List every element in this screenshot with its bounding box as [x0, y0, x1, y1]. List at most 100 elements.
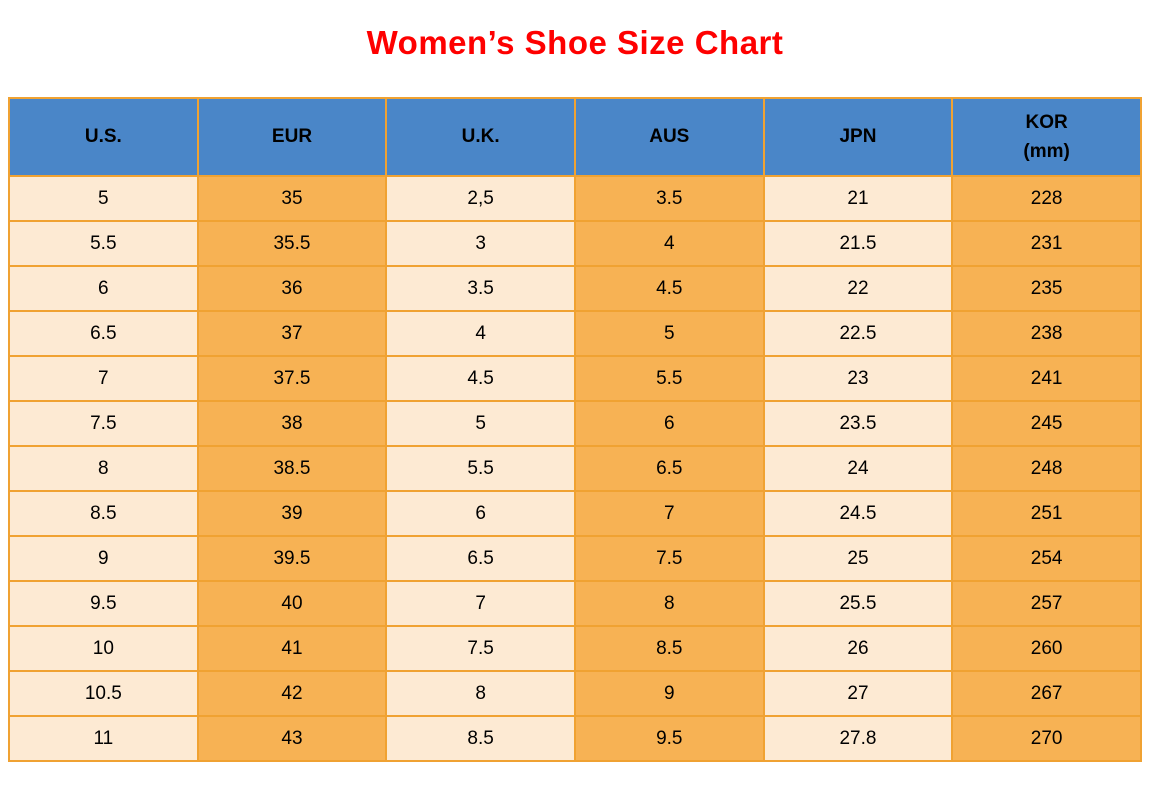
cell: 8.5	[8, 490, 199, 537]
shoe-size-table: U.S. EUR U.K. AUS JPN KOR (mm) 5 35 2,5 3.5 21 228…	[8, 97, 1142, 762]
cell: 2,5	[385, 175, 576, 222]
cell: 7	[385, 580, 576, 627]
cell: 35.5	[196, 220, 388, 267]
column-header-kor: KOR (mm)	[951, 97, 1142, 177]
cell: 8.5	[573, 625, 765, 672]
table-row: 6.5 37 4 5 22.5 238	[8, 310, 1142, 357]
table-row: 9.5 40 7 8 25.5 257	[8, 580, 1142, 627]
cell: 38.5	[196, 445, 388, 492]
cell: 43	[196, 715, 388, 762]
header-row: U.S. EUR U.K. AUS JPN KOR (mm)	[8, 97, 1142, 177]
table-row: 5.5 35.5 3 4 21.5 231	[8, 220, 1142, 267]
cell: 235	[951, 265, 1142, 312]
cell: 260	[951, 625, 1142, 672]
cell: 6.5	[385, 535, 576, 582]
cell: 10	[8, 625, 199, 672]
cell: 7	[8, 355, 199, 402]
cell: 8	[8, 445, 199, 492]
cell: 27.8	[762, 715, 954, 762]
cell: 270	[951, 715, 1142, 762]
cell: 251	[951, 490, 1142, 537]
table-row: 11 43 8.5 9.5 27.8 270	[8, 715, 1142, 762]
cell: 4	[573, 220, 765, 267]
cell: 4.5	[573, 265, 765, 312]
table-row: 10.5 42 8 9 27 267	[8, 670, 1142, 717]
column-header-uk: U.K.	[385, 97, 576, 177]
table-row: 8.5 39 6 7 24.5 251	[8, 490, 1142, 537]
cell: 5.5	[8, 220, 199, 267]
cell: 8.5	[385, 715, 576, 762]
cell: 4	[385, 310, 576, 357]
cell: 9.5	[8, 580, 199, 627]
cell: 39	[196, 490, 388, 537]
cell: 38	[196, 400, 388, 447]
cell: 257	[951, 580, 1142, 627]
cell: 3	[385, 220, 576, 267]
table-row: 8 38.5 5.5 6.5 24 248	[8, 445, 1142, 492]
page-title: Women’s Shoe Size Chart	[366, 24, 784, 61]
cell: 24.5	[762, 490, 954, 537]
cell: 37	[196, 310, 388, 357]
cell: 10.5	[8, 670, 199, 717]
table-row: 7.5 38 5 6 23.5 245	[8, 400, 1142, 447]
column-header-jpn: JPN	[762, 97, 954, 177]
cell: 231	[951, 220, 1142, 267]
cell: 7.5	[573, 535, 765, 582]
cell: 41	[196, 625, 388, 672]
cell: 6.5	[8, 310, 199, 357]
cell: 267	[951, 670, 1142, 717]
cell: 26	[762, 625, 954, 672]
cell: 245	[951, 400, 1142, 447]
cell: 39.5	[196, 535, 388, 582]
cell: 36	[196, 265, 388, 312]
cell: 5	[385, 400, 576, 447]
cell: 40	[196, 580, 388, 627]
cell: 25	[762, 535, 954, 582]
cell: 37.5	[196, 355, 388, 402]
column-header-aus: AUS	[573, 97, 765, 177]
cell: 5	[573, 310, 765, 357]
cell: 7.5	[8, 400, 199, 447]
cell: 21	[762, 175, 954, 222]
table-row: 5 35 2,5 3.5 21 228	[8, 175, 1142, 222]
table-body: 5 35 2,5 3.5 21 228 5.5 35.5 3 4 21.5 231 6 36 3.5 4.5 2…	[8, 175, 1142, 762]
cell: 25.5	[762, 580, 954, 627]
cell: 228	[951, 175, 1142, 222]
cell: 5.5	[573, 355, 765, 402]
column-header-eur: EUR	[196, 97, 388, 177]
cell: 6	[385, 490, 576, 537]
cell: 7	[573, 490, 765, 537]
cell: 241	[951, 355, 1142, 402]
cell: 9	[573, 670, 765, 717]
cell: 6	[8, 265, 199, 312]
cell: 8	[385, 670, 576, 717]
cell: 35	[196, 175, 388, 222]
cell: 23	[762, 355, 954, 402]
cell: 4.5	[385, 355, 576, 402]
cell: 6.5	[573, 445, 765, 492]
cell: 5.5	[385, 445, 576, 492]
cell: 8	[573, 580, 765, 627]
cell: 22	[762, 265, 954, 312]
cell: 27	[762, 670, 954, 717]
cell: 11	[8, 715, 199, 762]
table-row: 10 41 7.5 8.5 26 260	[8, 625, 1142, 672]
cell: 3.5	[573, 175, 765, 222]
cell: 3.5	[385, 265, 576, 312]
cell: 21.5	[762, 220, 954, 267]
cell: 7.5	[385, 625, 576, 672]
cell: 9	[8, 535, 199, 582]
cell: 42	[196, 670, 388, 717]
cell: 6	[573, 400, 765, 447]
cell: 5	[8, 175, 199, 222]
cell: 248	[951, 445, 1142, 492]
cell: 238	[951, 310, 1142, 357]
table-row: 9 39.5 6.5 7.5 25 254	[8, 535, 1142, 582]
table-row: 7 37.5 4.5 5.5 23 241	[8, 355, 1142, 402]
cell: 22.5	[762, 310, 954, 357]
cell: 23.5	[762, 400, 954, 447]
table-header: U.S. EUR U.K. AUS JPN KOR (mm)	[8, 97, 1142, 177]
column-header-us: U.S.	[8, 97, 199, 177]
cell: 9.5	[573, 715, 765, 762]
cell: 254	[951, 535, 1142, 582]
